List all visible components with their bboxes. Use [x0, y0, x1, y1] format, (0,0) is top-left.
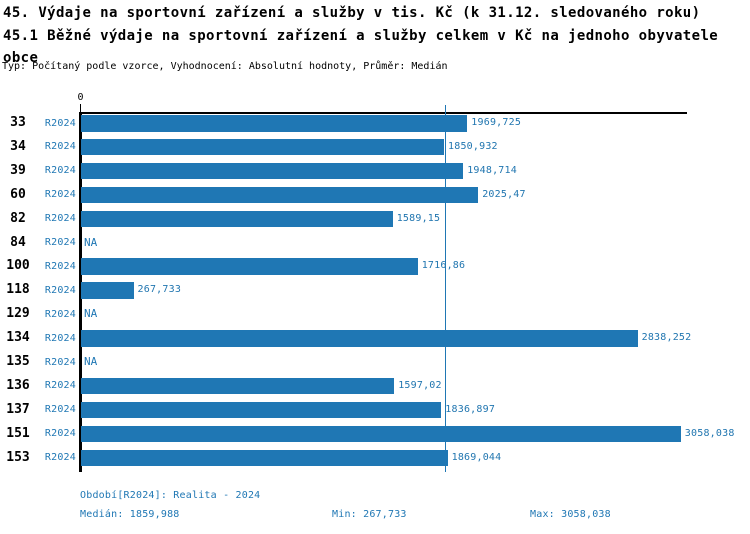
bar: [81, 258, 418, 275]
series-label: R2024: [44, 260, 76, 272]
chart-row: 151 R2024 3058,038: [0, 424, 750, 448]
series-label: R2024: [44, 404, 76, 416]
category-label: 136: [6, 377, 30, 393]
bar: [81, 330, 638, 347]
bar: [81, 425, 681, 443]
chart-meta-line: Typ: Počítaný podle vzorce, Vyhodnocení:…: [2, 61, 448, 72]
series-label: R2024: [44, 332, 76, 344]
value-label: 267,733: [137, 284, 182, 296]
category-label: 84: [10, 234, 26, 250]
value-label: 2025,47: [482, 188, 526, 200]
series-label: R2024: [44, 380, 76, 392]
value-label: 1869,044: [451, 451, 502, 463]
category-label: 118: [6, 282, 30, 298]
bar: [81, 401, 442, 419]
median-stat-label: Medián: 1859,988: [80, 509, 180, 520]
period-label: Období[R2024]: Realita - 2024: [80, 490, 261, 501]
x-axis-line: [80, 112, 687, 114]
x-axis-zero-tick-label: 0: [77, 92, 84, 103]
median-reference-line: [444, 105, 447, 472]
value-label: 2838,252: [641, 332, 692, 344]
bar: [81, 282, 134, 299]
chart-row: 33 R2024 1969,725: [0, 113, 750, 137]
chart-row: 39 R2024 1948,714: [0, 161, 750, 185]
chart-row: 134 R2024 2838,252: [0, 328, 750, 352]
na-value-label: NA: [84, 307, 98, 321]
bar: [81, 115, 468, 132]
chart-row: 34 R2024 1850,932: [0, 137, 750, 161]
category-label: 134: [6, 330, 30, 346]
series-label: R2024: [44, 141, 76, 153]
y-axis-line: [79, 112, 82, 472]
series-label: R2024: [44, 452, 76, 464]
category-label: 82: [10, 210, 26, 226]
chart-rows: 33 R2024 1969,725 34 R2024 1850,932 39 R2024 194…: [0, 113, 750, 472]
x-axis-zero-tick: [79, 104, 81, 112]
series-label: R2024: [44, 308, 76, 320]
series-label: R2024: [44, 284, 76, 296]
bar: [81, 210, 393, 228]
value-label: 1716,86: [421, 260, 466, 272]
category-label: 137: [6, 401, 30, 417]
category-label: 100: [6, 258, 30, 274]
bar: [81, 162, 464, 180]
chart-row: 82 R2024 1589,15: [0, 209, 750, 233]
chart-row: 100 R2024 1716,86: [0, 256, 750, 280]
chart-row: 118 R2024 267,733: [0, 280, 750, 304]
min-stat-label: Min: 267,733: [332, 509, 407, 520]
chart-row: 136 R2024 1597,02: [0, 376, 750, 400]
category-label: 129: [6, 306, 30, 322]
bar: [81, 138, 444, 156]
chart-title-line1: 45. Výdaje na sportovní zařízení a služb…: [3, 5, 701, 21]
bar: [81, 449, 448, 467]
value-label: 1597,02: [398, 379, 442, 391]
category-label: 135: [6, 354, 30, 369]
na-value-label: NA: [84, 235, 98, 249]
value-label: 3058,038: [684, 427, 735, 439]
value-label: 1850,932: [448, 140, 498, 152]
max-stat-label: Max: 3058,038: [530, 509, 611, 520]
value-label: 1836,897: [445, 403, 496, 415]
series-label: R2024: [44, 189, 76, 201]
series-label: R2024: [44, 165, 76, 177]
category-label: 151: [6, 425, 30, 441]
series-label: R2024: [44, 117, 76, 129]
bar: [81, 186, 479, 204]
category-label: 33: [10, 115, 26, 130]
series-label: R2024: [44, 213, 76, 225]
chart-title-line2: 45.1 Běžné výdaje na sportovní zařízení …: [3, 27, 719, 67]
na-value-label: NA: [84, 355, 98, 368]
chart-row: 135 R2024 NA: [0, 352, 750, 376]
series-label: R2024: [44, 356, 76, 368]
category-label: 34: [10, 138, 26, 154]
bar: [81, 377, 395, 395]
value-label: 1589,15: [396, 212, 441, 224]
value-label: 1969,725: [471, 117, 522, 128]
chart-row: 60 R2024 2025,47: [0, 185, 750, 209]
series-label: R2024: [44, 237, 76, 248]
chart-row: 129 R2024 NA: [0, 304, 750, 328]
category-label: 39: [10, 162, 26, 178]
chart-row: 153 R2024 1869,044: [0, 448, 750, 472]
value-label: 1948,714: [467, 164, 517, 176]
chart-row: 137 R2024 1836,897: [0, 400, 750, 424]
category-label: 60: [10, 186, 26, 202]
series-label: R2024: [44, 428, 76, 440]
chart-row: 84 R2024 NA: [0, 233, 750, 257]
category-label: 153: [6, 449, 30, 465]
